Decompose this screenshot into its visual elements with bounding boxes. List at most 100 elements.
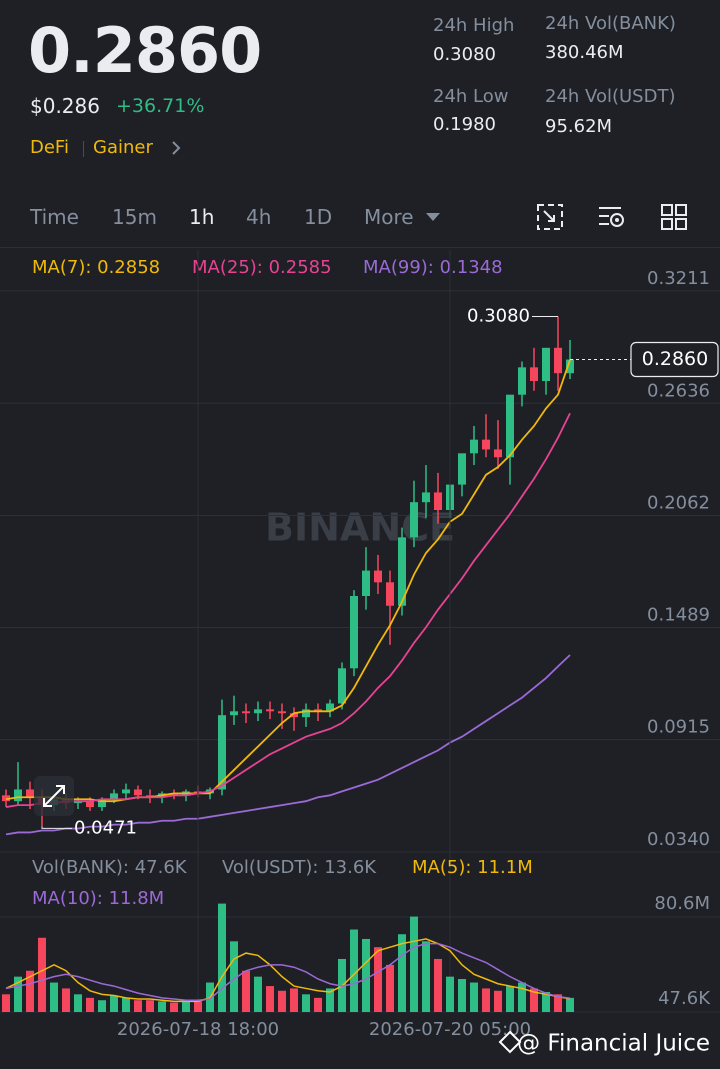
y-tick-label: 0.2636 <box>647 380 710 401</box>
volume-bar <box>218 903 226 1012</box>
ma-line <box>5 359 571 803</box>
icon-button[interactable] <box>660 203 688 231</box>
candle-body <box>146 795 154 798</box>
candle-body <box>470 439 478 454</box>
candle-body <box>386 582 394 606</box>
ma-line <box>5 412 571 808</box>
volume-bar <box>350 929 358 1012</box>
tab[interactable]: 15m <box>112 205 157 229</box>
tag[interactable]: Gainer <box>93 137 153 158</box>
volume-bar <box>302 994 310 1012</box>
volume-bar <box>386 964 394 1012</box>
low-label: 0.0471 <box>74 817 137 838</box>
volume-bar <box>506 986 514 1012</box>
tab[interactable]: More <box>364 205 414 229</box>
candle-body <box>362 570 370 596</box>
last-price: 0.2860 <box>28 14 262 87</box>
low-marker <box>41 826 72 829</box>
volume-bar <box>242 970 250 1012</box>
legend-entry: MA(99): 0.1348 <box>363 257 503 278</box>
volume-legend: Vol(BANK): 47.6K <box>32 857 188 878</box>
candle-body <box>350 595 358 669</box>
tag[interactable]: DeFi <box>30 137 69 158</box>
candle-body <box>542 347 550 382</box>
tab[interactable]: Time <box>30 205 79 229</box>
candle-body <box>410 502 418 538</box>
stat-label: 24h Vol(USDT) <box>545 86 676 107</box>
icon-button[interactable] <box>536 203 564 231</box>
volume-bar <box>86 997 94 1012</box>
volume-bar <box>470 982 478 1012</box>
volume-bar <box>170 1002 178 1012</box>
volume-bar <box>314 997 322 1012</box>
volume-ma-line <box>5 942 571 1001</box>
icon-button[interactable] <box>597 203 627 231</box>
usd-price: $0.286 <box>30 94 100 118</box>
candle-body <box>230 711 238 716</box>
x-tick-label: 2026-07-18 18:00 <box>117 1019 279 1040</box>
volume-bar <box>266 986 274 1012</box>
candle-body <box>2 795 10 802</box>
candle-body <box>218 715 226 790</box>
candle-body <box>458 453 466 485</box>
candle-body <box>338 668 346 704</box>
volume-legend: Vol(USDT): 13.6K <box>222 857 377 878</box>
y-tick-label: 0.2062 <box>647 492 710 513</box>
stat-value: 0.3080 <box>433 44 496 65</box>
candle-body <box>86 801 94 808</box>
candle-body <box>482 439 490 450</box>
volume-bar <box>158 1001 166 1012</box>
y-tick-label: 80.6M <box>654 893 710 914</box>
y-tick-label: 0.0915 <box>647 717 710 738</box>
volume-bar <box>290 988 298 1012</box>
volume-bar <box>2 994 10 1012</box>
candle-body <box>278 711 286 714</box>
tab[interactable]: 4h <box>246 205 272 229</box>
volume-bar <box>62 988 70 1012</box>
candle-body <box>266 709 274 712</box>
candle-body <box>314 709 322 712</box>
volume-bar <box>554 994 562 1012</box>
volume-bar <box>494 990 502 1012</box>
volume-bar <box>374 947 382 1012</box>
candle-body <box>518 367 526 395</box>
volume-bar <box>362 938 370 1012</box>
y-tick-label: 47.6K <box>658 988 711 1009</box>
candle-body <box>110 793 118 800</box>
volume-bar <box>122 997 130 1012</box>
candle-body <box>26 789 34 798</box>
tab[interactable]: 1D <box>304 205 333 229</box>
price-change: +36.71% <box>116 95 205 117</box>
last-price-label: 0.2860 <box>642 348 708 370</box>
expand-icon[interactable] <box>34 776 74 816</box>
legend-entry: MA(5): 11.1M <box>412 857 533 878</box>
tab-active[interactable]: 1h <box>189 205 215 229</box>
volume-bar <box>422 941 430 1012</box>
dropdown-arrow[interactable] <box>425 211 441 223</box>
volume-bar <box>194 1001 202 1012</box>
candle-body <box>398 537 406 606</box>
volume-ma-line <box>5 938 571 1003</box>
volume-bar <box>326 988 334 1012</box>
high-label: 0.3080 <box>467 306 530 327</box>
volume-bar <box>38 937 46 1012</box>
chevron <box>172 141 181 155</box>
y-tick-label: 0.3211 <box>647 268 710 289</box>
candle-body <box>566 359 574 374</box>
volume-bar <box>26 970 34 1012</box>
credit: @ Financial Juice <box>517 1031 710 1057</box>
volume-bar <box>542 991 550 1012</box>
candle-body <box>326 703 334 712</box>
candle-body <box>374 570 382 583</box>
volume-bar <box>98 1000 106 1012</box>
last-price-box <box>630 341 719 378</box>
volume-bar <box>566 997 574 1012</box>
volume-bar <box>50 982 58 1012</box>
x-tick-label: 2026-07-20 05:00 <box>369 1019 531 1040</box>
volume-bar <box>410 916 418 1012</box>
candle-body <box>530 367 538 382</box>
volume-bar <box>398 934 406 1012</box>
volume-bar <box>14 976 22 1012</box>
volume-bar <box>146 1000 154 1012</box>
